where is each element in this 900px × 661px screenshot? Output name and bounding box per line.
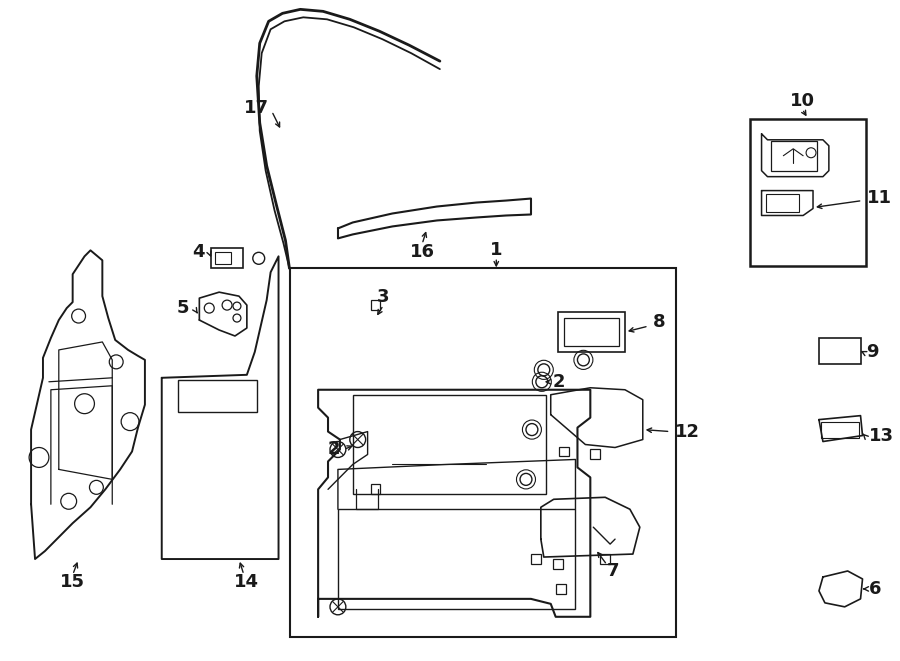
Text: 2: 2: [553, 373, 565, 391]
Bar: [819, 338, 860, 364]
Bar: [177, 380, 256, 412]
Text: 16: 16: [410, 243, 435, 261]
Text: 12: 12: [674, 422, 699, 441]
Bar: [353, 395, 545, 494]
Bar: [338, 509, 575, 609]
Text: 17: 17: [244, 99, 268, 117]
Text: 11: 11: [867, 188, 892, 206]
Text: 14: 14: [234, 573, 259, 591]
Bar: [371, 300, 381, 310]
Text: 15: 15: [60, 573, 86, 591]
Text: 13: 13: [868, 426, 894, 445]
Text: 7: 7: [607, 562, 619, 580]
Bar: [590, 449, 600, 459]
Text: 4: 4: [192, 243, 204, 261]
Bar: [771, 141, 817, 171]
Bar: [821, 422, 859, 438]
Bar: [750, 119, 867, 266]
Bar: [558, 312, 625, 352]
Text: 1: 1: [490, 241, 502, 259]
Bar: [766, 194, 799, 212]
Text: 8: 8: [652, 313, 665, 331]
Text: 10: 10: [789, 92, 814, 110]
Text: 3: 3: [377, 288, 390, 306]
Text: 2: 2: [328, 440, 340, 459]
Bar: [371, 485, 381, 494]
Bar: [212, 249, 243, 268]
Bar: [553, 559, 562, 569]
Bar: [531, 554, 541, 564]
Bar: [563, 318, 619, 346]
Bar: [600, 554, 610, 564]
Bar: [555, 584, 565, 594]
Text: 9: 9: [867, 343, 879, 361]
Text: 6: 6: [868, 580, 881, 598]
Bar: [291, 268, 677, 637]
Bar: [215, 253, 231, 264]
Text: 5: 5: [177, 299, 190, 317]
Bar: [559, 447, 569, 457]
